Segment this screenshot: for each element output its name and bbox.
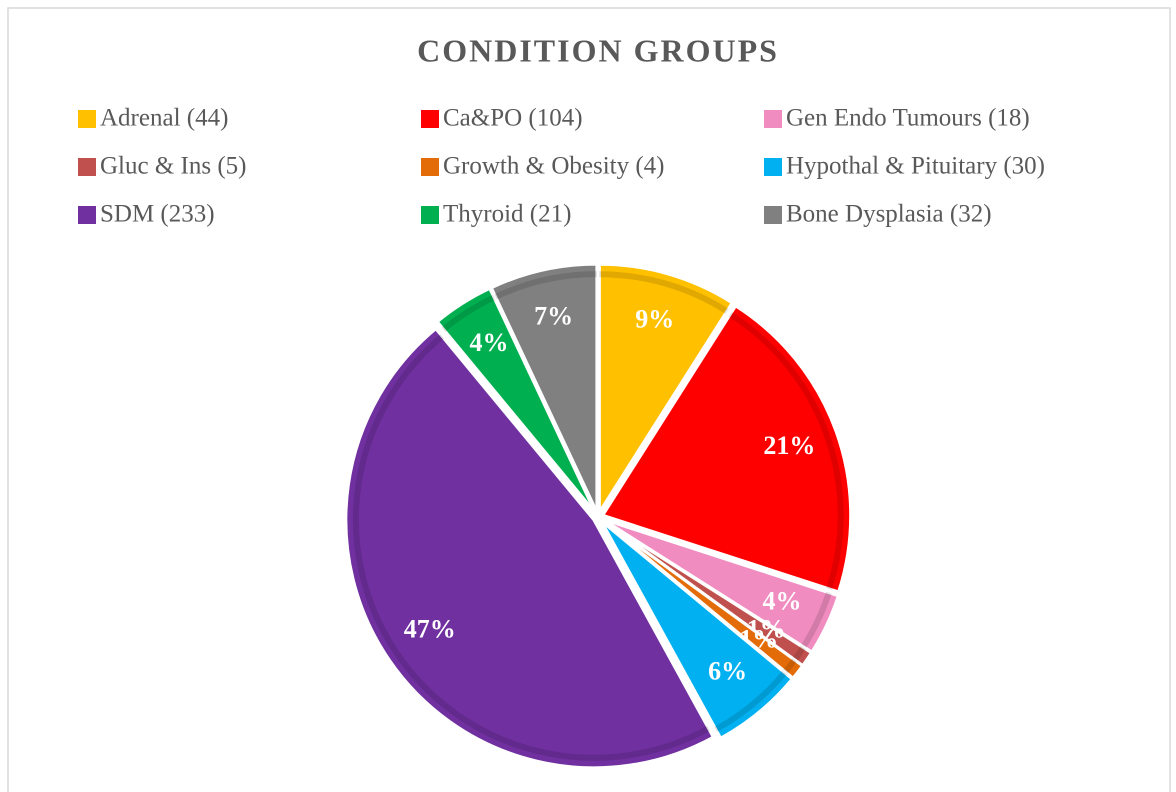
legend-label: Ca&PO (104) (443, 105, 583, 132)
legend-swatch (421, 110, 439, 128)
legend-swatch (764, 110, 782, 128)
pie-slice (597, 262, 735, 518)
legend-swatch (421, 206, 439, 224)
legend-label: Thyroid (21) (443, 201, 571, 228)
legend-label: Bone Dysplasia (32) (786, 201, 992, 228)
legend-label: Gluc & Ins (5) (100, 153, 247, 180)
pie-slice (600, 303, 853, 594)
legend-swatch (78, 206, 96, 224)
legend-swatch (764, 206, 782, 224)
slice-edge (800, 591, 832, 649)
legend-swatch (421, 158, 439, 176)
pie-slice (344, 326, 716, 770)
slice-edge (352, 334, 710, 761)
pie-slice (489, 262, 599, 513)
data-label: 9% (635, 305, 674, 334)
legend-label: SDM (233) (100, 201, 215, 228)
slice-edge (494, 271, 597, 300)
data-label: 4% (470, 328, 509, 357)
slice-edge (599, 271, 729, 314)
legend-label: Gen Endo Tumours (18) (786, 105, 1030, 132)
legend-label: Growth & Obesity (4) (443, 153, 665, 180)
data-label: 6% (708, 657, 747, 686)
legend-swatch (764, 158, 782, 176)
legend-swatch (78, 110, 96, 128)
legend-swatch (78, 158, 96, 176)
legend-label: Hypothal & Pituitary (30) (786, 153, 1045, 180)
pie-slice (435, 286, 597, 514)
legend-label: Adrenal (44) (100, 105, 228, 132)
data-label: 21% (763, 431, 815, 460)
slice-edge (441, 294, 496, 332)
data-label: 4% (763, 587, 802, 616)
data-label: 7% (534, 301, 573, 330)
slice-edge (728, 311, 844, 590)
data-label: 47% (404, 614, 456, 643)
pie-slice (599, 519, 795, 741)
chart-title: CONDITION GROUPS (417, 32, 779, 68)
slice-edge (714, 670, 787, 733)
